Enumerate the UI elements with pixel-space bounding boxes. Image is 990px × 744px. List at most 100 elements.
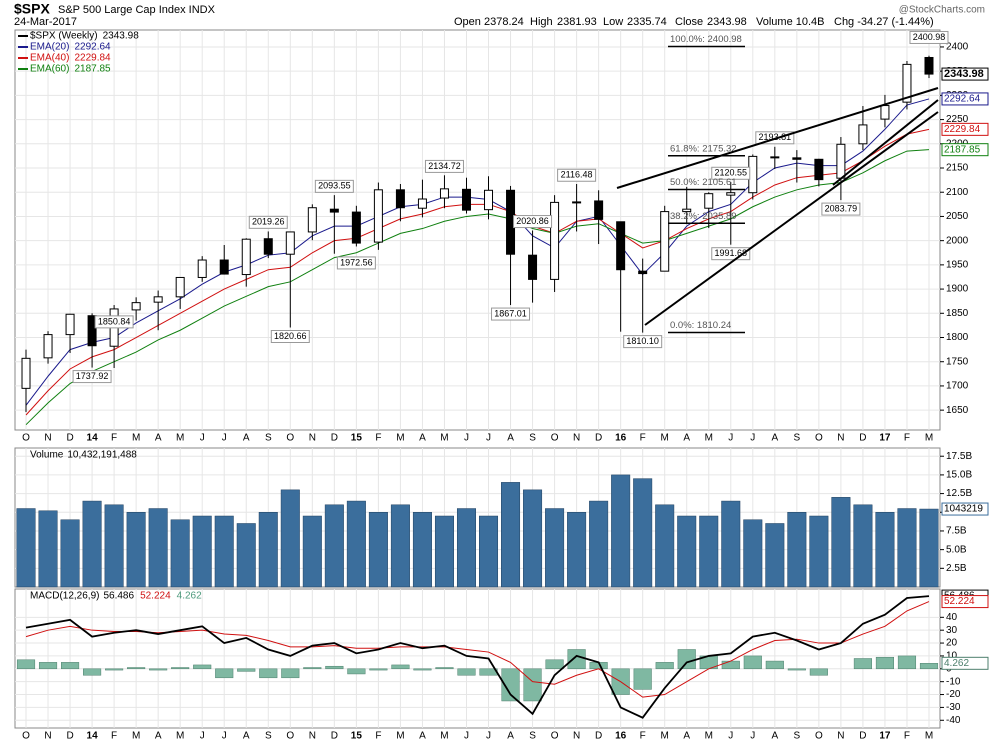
x-tick-label: J (222, 433, 227, 444)
histogram-bar (765, 660, 784, 670)
value-tag (941, 92, 989, 106)
x-tick-label: 16 (615, 731, 627, 742)
y-tick-label: 2150 (946, 163, 969, 174)
bar (148, 508, 168, 588)
histogram-bar (501, 668, 520, 702)
panel-frame (14, 588, 941, 729)
x-tick-label: F (375, 433, 381, 444)
x-tick-label: M (440, 433, 448, 444)
x-tick-label: S (529, 433, 536, 444)
y-tick-label: -10 (946, 676, 961, 687)
low-value: 2335.74 (627, 16, 667, 28)
bar (60, 519, 80, 588)
histogram-bar (743, 655, 762, 670)
fib-label: 100.0%: 2400.98 (670, 34, 742, 45)
x-tick-label: O (815, 731, 823, 742)
low-label: Low (603, 16, 623, 28)
y-tick-label: 30 (946, 625, 958, 636)
x-tick-label: S (794, 433, 801, 444)
panel-frame (14, 447, 941, 588)
watermark: @StockCharts.com (899, 5, 985, 16)
legend-value: 2187.85 (74, 64, 111, 75)
histogram-bar (897, 655, 917, 670)
histogram-bar (193, 664, 212, 670)
value-tag-label: 1043219 (944, 504, 983, 515)
fib-label: 0.0%: 1810.24 (670, 320, 731, 331)
annotation-box (314, 179, 354, 193)
x-tick-label: 16 (615, 433, 627, 444)
x-tick-label: F (904, 433, 910, 444)
bar (919, 508, 939, 588)
candle-body (307, 207, 317, 233)
annotation: 2093.55 (318, 181, 351, 191)
bar (412, 512, 432, 588)
y-tick-label: 20 (946, 638, 958, 649)
x-tick-label: J (728, 731, 733, 742)
histogram-bar (215, 668, 234, 679)
y-tick-label: 12.5B (946, 488, 972, 499)
line (25, 595, 930, 719)
annotation: 1850.84 (98, 316, 131, 326)
x-tick-label: F (640, 731, 646, 742)
close-value: 2343.98 (707, 16, 747, 28)
annotation-box (336, 256, 376, 270)
trend-line (644, 111, 939, 326)
bar (633, 478, 653, 588)
bar (38, 510, 58, 588)
x-tick-label: N (309, 731, 316, 742)
annotation-box (270, 330, 310, 344)
x-tick-label: A (507, 433, 514, 444)
candle-body (153, 296, 163, 303)
annotation: 2083.79 (825, 203, 858, 213)
x-tick-label: J (200, 731, 205, 742)
x-tick-label: O (551, 731, 559, 742)
x-tick-label: N (573, 731, 580, 742)
panel-frame (14, 29, 941, 431)
candle-body (704, 193, 714, 209)
histogram-bar (875, 656, 895, 670)
value-tag-label: 2187.85 (944, 144, 981, 155)
annotation-box (909, 30, 949, 44)
x-tick-label: A (771, 731, 778, 742)
bar (104, 504, 124, 588)
value-tag (941, 67, 989, 81)
fib-label: 50.0%: 2105.61 (670, 177, 737, 188)
x-tick-label: D (66, 433, 73, 444)
x-tick-label: D (331, 731, 338, 742)
histogram-bar (391, 664, 410, 670)
candle-body (528, 254, 538, 280)
y-tick-label: 10 (946, 651, 958, 662)
x-tick-label: S (529, 731, 536, 742)
x-tick-label: M (132, 433, 140, 444)
bar (479, 515, 499, 588)
histogram-bar (16, 659, 36, 670)
y-tick-label: 2050 (946, 211, 969, 222)
bar (16, 508, 36, 588)
x-tick-label: M (661, 433, 669, 444)
x-tick-label: N (309, 433, 316, 444)
bar (456, 508, 476, 588)
x-tick-label: M (396, 731, 404, 742)
value-tag (941, 143, 989, 157)
panel-title: MACD(12,26,9) (30, 591, 99, 602)
annotation-box (821, 202, 861, 216)
annotation: 1867.01 (494, 308, 527, 318)
annotation: 2120.55 (715, 168, 748, 178)
x-tick-label: M (705, 731, 713, 742)
candle-body (770, 156, 780, 159)
candle-body (858, 124, 868, 145)
date: 24-Mar-2017 (14, 16, 77, 28)
y-tick-label: 1900 (946, 284, 969, 295)
y-tick-label: 5.0B (946, 544, 967, 555)
bar (831, 497, 851, 588)
bar (765, 523, 785, 588)
annotation-box (513, 215, 553, 229)
bar (699, 515, 719, 588)
histogram-bar (105, 668, 124, 671)
annotation-box (248, 215, 288, 229)
histogram-bar (413, 668, 432, 671)
candle-body (373, 189, 383, 243)
fib-label: 61.8%: 2175.32 (670, 143, 737, 154)
histogram-bar (809, 668, 828, 676)
